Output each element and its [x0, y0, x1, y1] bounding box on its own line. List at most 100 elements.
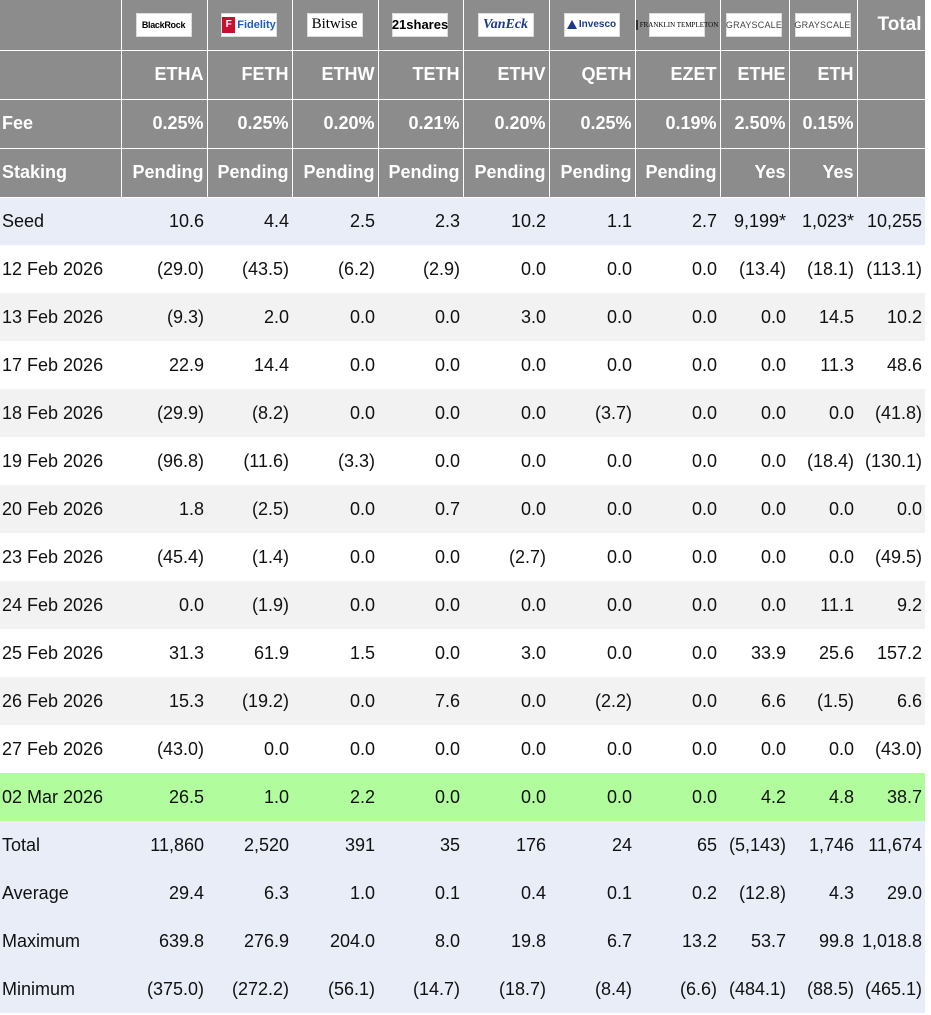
flow-cell: 2.7 — [635, 197, 720, 245]
row-label: Total — [0, 821, 121, 869]
staking-cell: Yes — [789, 148, 858, 198]
staking-cell: Yes — [720, 148, 790, 198]
row-label: 12 Feb 2026 — [0, 245, 121, 293]
staking-cell: Pending — [121, 148, 208, 198]
flow-cell: (6.2) — [292, 245, 378, 293]
ticker-cell: ETHV — [463, 50, 550, 100]
flow-cell: 0.0 — [635, 533, 720, 581]
row-total-cell: 1,018.8 — [857, 917, 925, 965]
flow-cell: 11,860 — [121, 821, 207, 869]
flow-cell: 33.9 — [720, 629, 789, 677]
row-total-cell: 6.6 — [857, 677, 925, 725]
issuer-logo-cell: F Fidelity — [207, 0, 293, 51]
fee-cell: 0.25% — [207, 99, 293, 149]
table-row: Total 11,860 2,520 391 35 176 24 65 (5,143) 1,746… — [0, 821, 931, 869]
flow-cell: 24 — [549, 821, 635, 869]
flow-cell: 7.6 — [378, 677, 463, 725]
fee-cell: 0.19% — [635, 99, 721, 149]
table-row: Maximum 639.8 276.9 204.0 8.0 19.8 6.7 13.2 53.7… — [0, 917, 931, 965]
flow-cell: 0.0 — [378, 389, 463, 437]
ticker-cell: ETHE — [720, 50, 790, 100]
flow-cell: 0.0 — [463, 677, 549, 725]
flow-cell: 176 — [463, 821, 549, 869]
fidelity-f-icon: F — [222, 16, 236, 33]
flow-cell: 391 — [292, 821, 378, 869]
row-label: 02 Mar 2026 — [0, 773, 121, 821]
flow-cell: (18.1) — [789, 245, 857, 293]
ticker-cell: FETH — [207, 50, 293, 100]
flow-cell: 0.1 — [378, 869, 463, 917]
row-label: 13 Feb 2026 — [0, 293, 121, 341]
row-total-cell: (41.8) — [857, 389, 925, 437]
flow-cell: 53.7 — [720, 917, 789, 965]
flow-cell: 0.0 — [789, 725, 857, 773]
flow-cell: (43.0) — [121, 725, 207, 773]
21shares-logo: 21shares — [392, 12, 448, 37]
row-total-cell: 48.6 — [857, 341, 925, 389]
flow-cell: 0.0 — [549, 437, 635, 485]
fee-cell: 0.25% — [121, 99, 208, 149]
row-label: Maximum — [0, 917, 121, 965]
flow-cell: 2,520 — [207, 821, 292, 869]
flow-cell: (29.9) — [121, 389, 207, 437]
flow-cell: 0.0 — [121, 581, 207, 629]
flow-cell: 6.3 — [207, 869, 292, 917]
flow-cell: 0.0 — [378, 533, 463, 581]
flow-cell: 1,746 — [789, 821, 857, 869]
ticker-cell: EZET — [635, 50, 721, 100]
flow-cell: (19.2) — [207, 677, 292, 725]
table-row: 26 Feb 2026 15.3 (19.2) 0.0 7.6 0.0 (2.2) 0.0 6.… — [0, 677, 931, 725]
flow-cell: 2.2 — [292, 773, 378, 821]
flow-cell: 0.0 — [463, 437, 549, 485]
row-total-cell: 157.2 — [857, 629, 925, 677]
flow-cell: 0.2 — [635, 869, 720, 917]
flow-cell: 31.3 — [121, 629, 207, 677]
issuer-logo-cell: FRANKLIN TEMPLETON — [635, 0, 721, 51]
issuer-logo-cell: 21shares — [378, 0, 464, 51]
staking-cell: Pending — [378, 148, 464, 198]
flow-cell: 10.2 — [463, 197, 549, 245]
flow-cell: (18.4) — [789, 437, 857, 485]
flow-cell: 639.8 — [121, 917, 207, 965]
fidelity-logo: F Fidelity — [221, 12, 277, 37]
flow-cell: 0.0 — [463, 389, 549, 437]
flow-cell: 0.0 — [378, 341, 463, 389]
flow-cell: 0.7 — [378, 485, 463, 533]
row-total-cell: (130.1) — [857, 437, 925, 485]
fee-cell: 0.20% — [292, 99, 379, 149]
row-label: 20 Feb 2026 — [0, 485, 121, 533]
flow-cell: (272.2) — [207, 965, 292, 1013]
row-label: 18 Feb 2026 — [0, 389, 121, 437]
flow-cell: 0.0 — [720, 533, 789, 581]
flow-cell: 0.0 — [635, 773, 720, 821]
flow-cell: 0.0 — [549, 533, 635, 581]
flow-cell: (1.5) — [789, 677, 857, 725]
row-total-cell: 9.2 — [857, 581, 925, 629]
issuer-logo-cell: VanEck — [463, 0, 550, 51]
row-total-cell: 10,255 — [857, 197, 925, 245]
staking-total-cell — [857, 148, 926, 198]
table-row: Seed 10.6 4.4 2.5 2.3 10.2 1.1 2.7 9,199* 1,023* 1… — [0, 197, 931, 245]
flow-cell: (9.3) — [121, 293, 207, 341]
fee-cell: 0.21% — [378, 99, 464, 149]
flow-cell: 0.0 — [635, 677, 720, 725]
bitwise-logo: Bitwise — [306, 12, 363, 37]
row-label: 27 Feb 2026 — [0, 725, 121, 773]
table-row: 02 Mar 2026 26.5 1.0 2.2 0.0 0.0 0.0 0.0 4.2 4.8 3… — [0, 773, 931, 821]
row-total-cell: 11,674 — [857, 821, 925, 869]
flow-cell: 0.0 — [378, 773, 463, 821]
flow-cell: 14.5 — [789, 293, 857, 341]
flow-cell: 0.0 — [207, 725, 292, 773]
flow-cell: 0.0 — [720, 341, 789, 389]
table-row: 13 Feb 2026 (9.3) 2.0 0.0 0.0 3.0 0.0 0.0 0.0 14.… — [0, 293, 931, 341]
flow-cell: 2.3 — [378, 197, 463, 245]
ticker-cell: ETHW — [292, 50, 379, 100]
flow-cell: (88.5) — [789, 965, 857, 1013]
flow-cell: 14.4 — [207, 341, 292, 389]
flow-cell: 10.6 — [121, 197, 207, 245]
issuer-logo-cell: BlackRock — [121, 0, 208, 51]
row-label: 23 Feb 2026 — [0, 533, 121, 581]
row-label: Average — [0, 869, 121, 917]
flow-cell: 13.2 — [635, 917, 720, 965]
